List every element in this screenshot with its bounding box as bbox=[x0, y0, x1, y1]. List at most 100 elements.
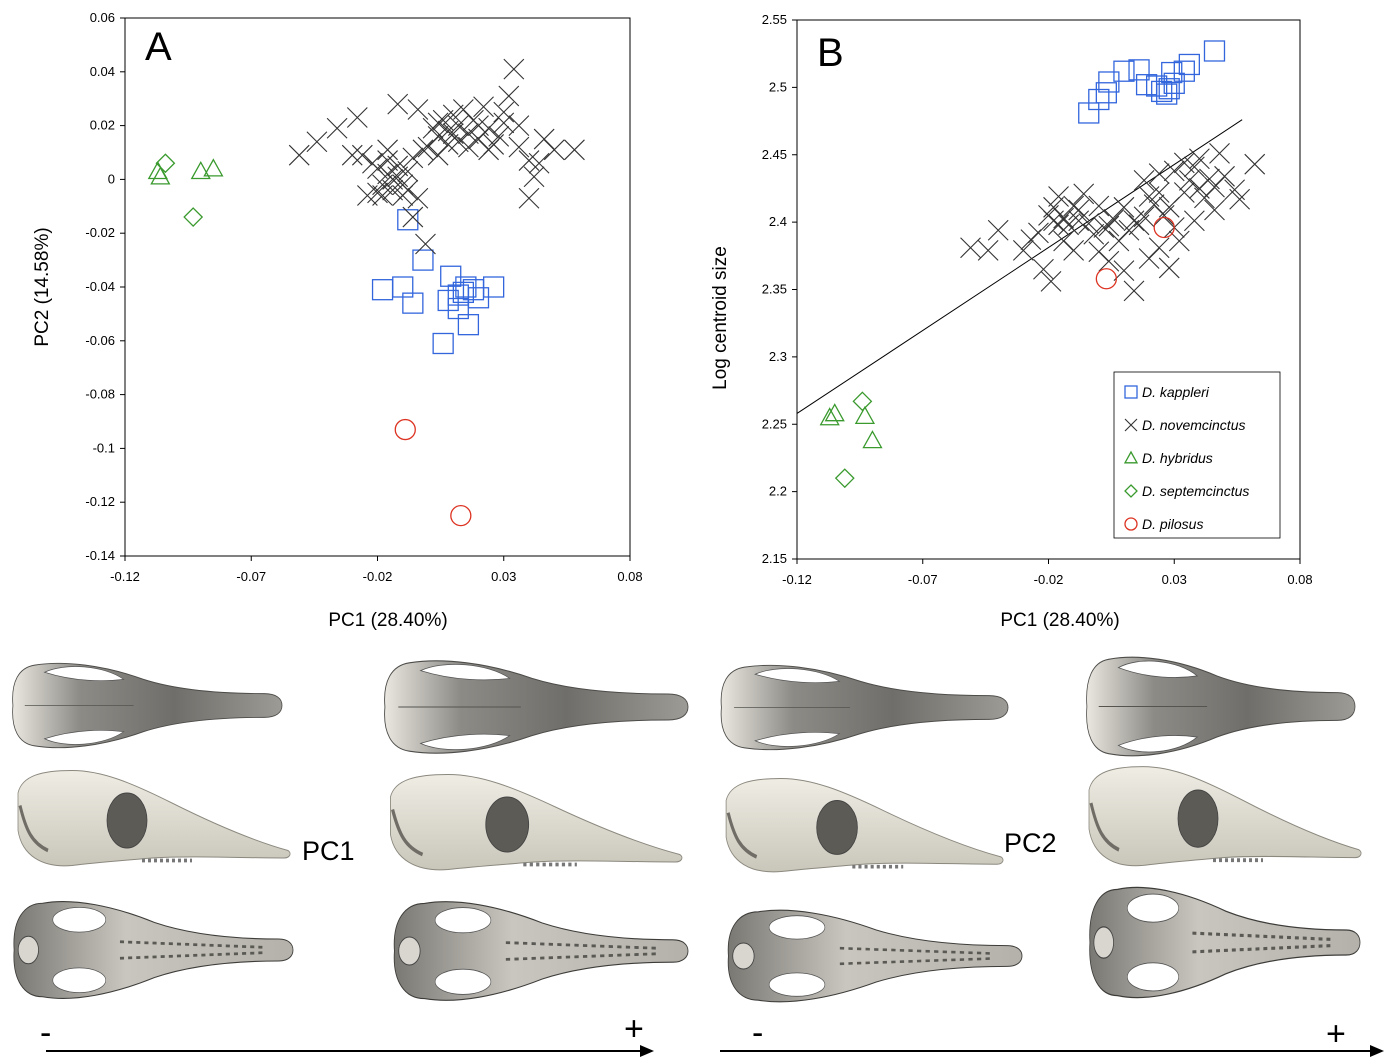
point-d-hybridus bbox=[824, 403, 845, 422]
point-d-novemcinctus bbox=[564, 139, 585, 161]
point-d-pilosus bbox=[394, 418, 416, 441]
point-d-kappleri bbox=[432, 332, 454, 355]
skull-dorsal-pc1-plus bbox=[384, 660, 689, 754]
y-tick-label-b: 2.25 bbox=[762, 416, 787, 431]
point-d-novemcinctus bbox=[377, 150, 398, 171]
y-axis-label-a: PC2 (14.58%) bbox=[32, 227, 53, 346]
legend-marker-d-septemcinctus bbox=[1124, 484, 1138, 498]
point-d-novemcinctus bbox=[1068, 199, 1090, 221]
axis-ticks-a: -0.12 -0.07 -0.02 0.03 0.08 0.06 0.04 0.02 0 -0.0… bbox=[85, 10, 642, 584]
point-d-novemcinctus bbox=[1088, 195, 1110, 217]
point-d-novemcinctus bbox=[306, 131, 328, 153]
point-d-novemcinctus bbox=[1163, 160, 1185, 182]
x-tick-label-a: 0.03 bbox=[491, 569, 516, 584]
y-tick-label-a: -0.12 bbox=[85, 494, 115, 509]
legend-label-d-septemcinctus: D. septemcinctus bbox=[1142, 483, 1249, 499]
point-d-novemcinctus bbox=[1020, 229, 1042, 251]
point-d-kappleri bbox=[1098, 71, 1120, 93]
point-d-novemcinctus bbox=[397, 179, 419, 201]
point-d-novemcinctus bbox=[1199, 168, 1220, 190]
y-tick-label-a: -0.06 bbox=[85, 333, 115, 348]
point-d-kappleri bbox=[397, 209, 419, 231]
point-d-kappleri bbox=[1203, 40, 1226, 62]
point-d-novemcinctus bbox=[442, 104, 464, 126]
point-d-novemcinctus bbox=[977, 240, 999, 261]
data-points-a bbox=[147, 58, 585, 527]
point-d-novemcinctus bbox=[382, 179, 404, 201]
point-d-novemcinctus bbox=[427, 144, 449, 166]
point-d-kappleri bbox=[1113, 60, 1135, 82]
point-d-novemcinctus bbox=[407, 99, 429, 120]
y-tick-label-a: 0.04 bbox=[90, 64, 115, 79]
point-d-novemcinctus bbox=[427, 112, 449, 134]
point-d-novemcinctus bbox=[1012, 240, 1034, 261]
point-d-kappleri bbox=[1156, 83, 1178, 105]
skull-dorsal-pc1-minus bbox=[12, 662, 283, 749]
point-d-novemcinctus bbox=[493, 101, 515, 123]
point-d-novemcinctus bbox=[1043, 210, 1064, 232]
point-d-novemcinctus bbox=[1098, 215, 1120, 237]
skull-ventral-pc2-plus bbox=[1089, 886, 1361, 999]
point-d-kappleri bbox=[371, 279, 394, 301]
y-tick-label-b: 2.45 bbox=[762, 147, 787, 162]
point-d-novemcinctus bbox=[1229, 188, 1251, 210]
point-d-kappleri bbox=[440, 265, 462, 287]
skull-ventral-pc1-plus bbox=[393, 901, 689, 1001]
point-d-novemcinctus bbox=[341, 144, 363, 166]
y-tick-label-a: 0 bbox=[108, 171, 115, 186]
point-d-novemcinctus bbox=[372, 185, 393, 206]
point-d-novemcinctus bbox=[987, 219, 1009, 241]
point-d-novemcinctus bbox=[351, 144, 373, 166]
point-d-kappleri bbox=[1178, 53, 1200, 76]
skull-dorsal-pc2-minus bbox=[720, 664, 1009, 751]
point-d-kappleri bbox=[412, 249, 434, 271]
skull-ventral-pc2-minus bbox=[727, 909, 1023, 1003]
skull-ventral-pc1-minus bbox=[13, 901, 294, 999]
point-d-novemcinctus bbox=[1113, 260, 1135, 282]
panel-label-b: B bbox=[817, 31, 844, 75]
point-d-novemcinctus bbox=[1133, 169, 1155, 191]
point-d-novemcinctus bbox=[1048, 186, 1069, 207]
skull-shape-panel bbox=[12, 656, 1362, 1003]
point-d-novemcinctus bbox=[326, 117, 348, 139]
scatter-panel-b: B -0.12 -0.07 -0.02 0.03 0.08 2.55 2.5 2.45 2.4 2… bbox=[710, 12, 1313, 631]
point-d-novemcinctus bbox=[397, 160, 419, 182]
y-tick-label-b: 2.5 bbox=[769, 79, 787, 94]
x-axis-label-a: PC1 (28.40%) bbox=[328, 610, 447, 631]
point-d-septemcinctus bbox=[834, 468, 855, 489]
point-d-novemcinctus bbox=[1224, 179, 1245, 201]
point-d-novemcinctus bbox=[503, 58, 525, 80]
point-d-novemcinctus bbox=[1209, 143, 1230, 164]
y-tick-label-a: -0.02 bbox=[85, 225, 115, 240]
legend-marker-d-kappleri bbox=[1124, 385, 1138, 399]
point-d-novemcinctus bbox=[1158, 257, 1180, 279]
point-d-novemcinctus bbox=[1028, 222, 1049, 244]
point-d-novemcinctus bbox=[523, 166, 545, 188]
point-d-novemcinctus bbox=[1040, 271, 1062, 292]
point-d-pilosus bbox=[1153, 216, 1175, 239]
y-tick-label-a: 0.06 bbox=[90, 10, 115, 25]
skull-lateral-pc2-minus bbox=[725, 777, 1004, 873]
point-d-novemcinctus bbox=[1128, 214, 1150, 236]
y-tick-label-b: 2.2 bbox=[769, 484, 787, 499]
y-tick-label-a: 0.02 bbox=[90, 118, 115, 133]
point-d-novemcinctus bbox=[407, 187, 429, 209]
point-d-novemcinctus bbox=[1103, 209, 1125, 230]
point-d-kappleri bbox=[1128, 59, 1150, 81]
x-tick-label-a: 0.08 bbox=[617, 569, 642, 584]
point-d-hybridus bbox=[190, 160, 211, 180]
y-tick-label-a: -0.08 bbox=[85, 387, 115, 402]
skull-dorsal-pc2-plus bbox=[1086, 656, 1356, 757]
point-d-pilosus bbox=[1095, 268, 1117, 290]
point-d-novemcinctus bbox=[288, 144, 310, 166]
point-d-novemcinctus bbox=[382, 169, 404, 190]
y-tick-label-b: 2.3 bbox=[769, 349, 787, 364]
point-d-novemcinctus bbox=[1153, 204, 1175, 226]
arrow-pc1 bbox=[46, 1045, 654, 1057]
point-d-novemcinctus bbox=[402, 147, 424, 169]
point-d-novemcinctus bbox=[1148, 182, 1170, 203]
legend-label-d-pilosus: D. pilosus bbox=[1142, 516, 1203, 532]
y-axis-label-b: Log centroid size bbox=[710, 246, 731, 390]
point-d-novemcinctus bbox=[1093, 217, 1115, 238]
point-d-novemcinctus bbox=[1173, 182, 1195, 203]
